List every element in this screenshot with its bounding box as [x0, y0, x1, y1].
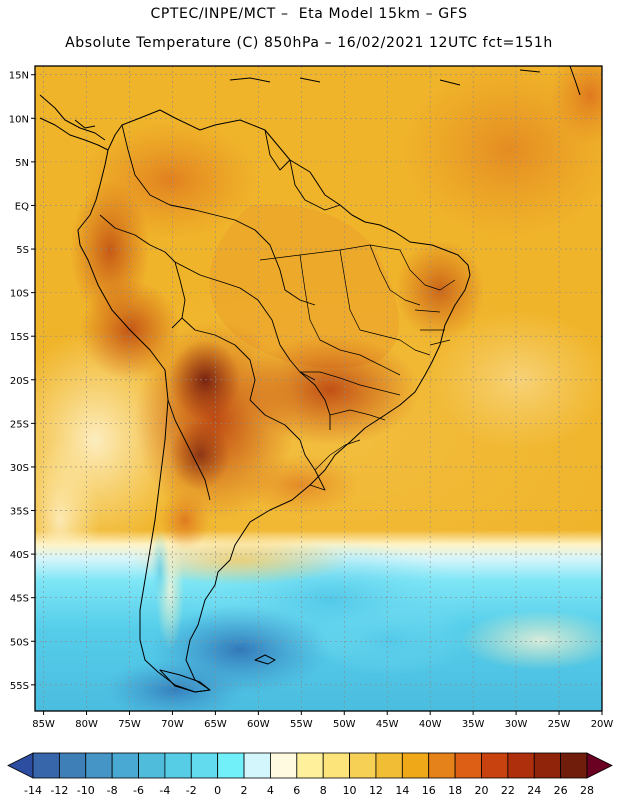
lat-tick-label: 15N	[9, 71, 29, 82]
colorbar-box	[296, 752, 324, 779]
colorbar-box	[349, 752, 377, 779]
lon-tick-label: 30W	[505, 719, 528, 730]
lat-tick-label: 55S	[10, 681, 29, 692]
lon-tick-label: 45W	[376, 719, 399, 730]
lat-tick-label: 15S	[10, 332, 29, 343]
lon-tick-label: 65W	[204, 719, 227, 730]
colorbar-level-label: 2	[241, 784, 248, 797]
colorbar-box	[322, 752, 350, 779]
colorbar-box	[375, 752, 403, 779]
lat-tick-label: 5N	[15, 158, 29, 169]
lon-tick-label: 55W	[290, 719, 313, 730]
caribbean-islands	[229, 66, 581, 96]
lat-tick-label: 30S	[10, 463, 29, 474]
colorbar-level-label: 14	[395, 784, 409, 797]
lon-tick-label: 70W	[161, 719, 184, 730]
map-title-line1: CPTEC/INPE/MCT – Eta Model 15km – GFS	[150, 6, 468, 22]
lon-tick-label: 20W	[591, 719, 614, 730]
colorbar-high-cap	[586, 752, 613, 779]
colorbar-level-label: -12	[50, 784, 68, 797]
lat-tick-label: EQ	[15, 201, 29, 212]
colorbar-labels: -14 -12 -10 -8 -6 -4 -2 0 2 4 6 8 10 12 14 16 18 20 22 24 26…	[24, 784, 594, 797]
colorbar-box	[533, 752, 562, 779]
colorbar-level-label: 22	[501, 784, 515, 797]
colorbar-level-label: 10	[343, 784, 357, 797]
colorbar-box	[481, 752, 509, 779]
colorbar-level-label: -14	[24, 784, 42, 797]
colorbar-box	[32, 752, 60, 779]
colorbar-level-label: -2	[186, 784, 197, 797]
colorbar-box	[58, 752, 87, 779]
colorbar-box	[190, 752, 219, 779]
colorbar-box	[270, 752, 298, 779]
map-title-line2: Absolute Temperature (C) 850hPa – 16/02/…	[65, 35, 553, 51]
colorbar-level-label: 18	[448, 784, 462, 797]
lat-tick-label: 25S	[10, 419, 29, 430]
malvinas-islands	[254, 654, 276, 665]
lat-tick-label: 10N	[9, 114, 29, 125]
colorbar-box	[111, 752, 139, 779]
colorbar-low-cap	[7, 752, 34, 779]
colorbar-box	[454, 752, 482, 779]
colorbar-box	[217, 752, 245, 779]
lon-tick-label: 40W	[419, 719, 442, 730]
lon-tick-label: 50W	[333, 719, 356, 730]
temperature-map: 15N 10N 5N EQ 5S 10S 15S 20S 25S 30S 35S 40S 45S 50S 5…	[9, 65, 613, 730]
colorbar-level-label: 24	[527, 784, 541, 797]
lon-tick-label: 85W	[32, 719, 55, 730]
colorbar-box	[138, 752, 166, 779]
colorbar-box	[85, 752, 113, 779]
colorbar-level-label: 26	[554, 784, 568, 797]
colorbar-level-label: -8	[107, 784, 118, 797]
lat-tick-label: 40S	[10, 550, 29, 561]
colorbar-box	[428, 752, 456, 779]
colorbar-level-label: -10	[77, 784, 95, 797]
colorbar-box	[401, 752, 430, 779]
colorbar-level-label: 4	[267, 784, 274, 797]
lat-tick-label: 50S	[10, 637, 29, 648]
state-borders	[259, 244, 456, 471]
colorbar-level-label: 20	[474, 784, 488, 797]
lat-tick-label: 10S	[10, 289, 29, 300]
colorbar-box	[507, 752, 535, 779]
lon-tick-label: 60W	[247, 719, 270, 730]
colorbar-level-label: 0	[214, 784, 221, 797]
temperature-field	[35, 66, 602, 711]
coastline-and-borders	[39, 66, 581, 693]
colorbar-level-label: 28	[580, 784, 594, 797]
lon-tick-label: 80W	[75, 719, 98, 730]
colorbar-box	[560, 752, 588, 779]
colorbar-level-label: 8	[320, 784, 327, 797]
lon-tick-label: 25W	[548, 719, 571, 730]
lon-tick-label: 75W	[118, 719, 141, 730]
lat-tick-label: 5S	[16, 245, 29, 256]
tierra-del-fuego	[159, 669, 211, 693]
lat-tick-label: 45S	[10, 594, 29, 605]
colorbar-level-label: 16	[422, 784, 436, 797]
colorbar-level-label: -6	[133, 784, 144, 797]
country-borders	[99, 124, 341, 501]
south-america-coastline	[77, 109, 471, 693]
longitude-axis-labels: 85W 80W 75W 70W 65W 60W 55W 50W 45W 40W 35W 30W 25W 2…	[32, 711, 613, 730]
colorbar-level-label: 6	[293, 784, 300, 797]
colorbar-box	[164, 752, 192, 779]
central-america-coastline	[39, 94, 109, 151]
colorbar-boxes	[7, 752, 613, 779]
lat-tick-label: 20S	[10, 376, 29, 387]
lat-tick-label: 35S	[10, 507, 29, 518]
colorbar-box	[243, 752, 271, 779]
latitude-axis-labels: 15N 10N 5N EQ 5S 10S 15S 20S 25S 30S 35S 40S 45S 50S 5…	[9, 71, 35, 692]
colorbar-level-label: -4	[159, 784, 170, 797]
lon-tick-label: 35W	[462, 719, 485, 730]
map-frame	[34, 65, 603, 712]
colorbar-level-label: 12	[369, 784, 383, 797]
colorbar: -14 -12 -10 -8 -6 -4 -2 0 2 4 6 8 10 12 14 16 18 20 22 24 26…	[7, 752, 613, 797]
